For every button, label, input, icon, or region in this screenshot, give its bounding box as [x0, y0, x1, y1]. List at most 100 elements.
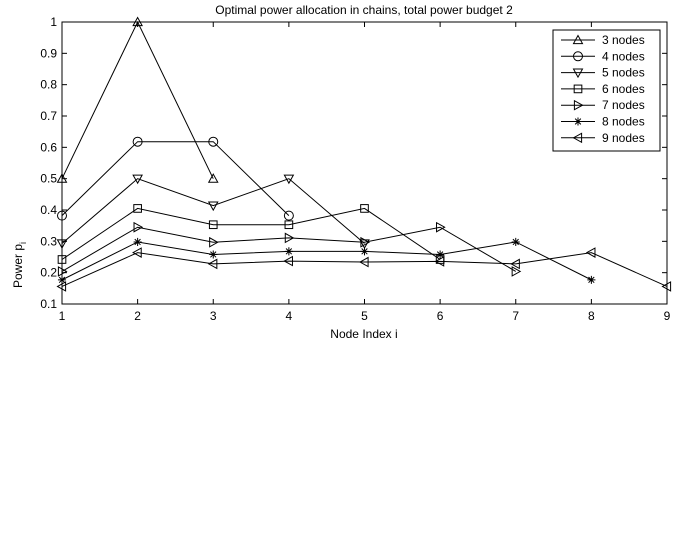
- data-point-triangle-left: [510, 258, 520, 270]
- legend-entry: 6 nodes: [561, 82, 645, 96]
- data-point-triangle-left: [358, 256, 369, 268]
- data-point-triangle-up: [132, 16, 143, 27]
- data-point-triangle-right: [573, 99, 584, 111]
- series-line: [61, 252, 668, 287]
- data-point-circle: [573, 51, 583, 62]
- data-point-triangle-right: [284, 232, 295, 244]
- series-line: [61, 178, 365, 244]
- data-point-triangle-left: [661, 281, 672, 292]
- series-4-nodes: [57, 136, 294, 221]
- data-point-triangle-left: [56, 281, 67, 292]
- data-point-triangle-left: [132, 247, 142, 258]
- y-axis: 0.1 0.2 0.3 0.4 0.5 0.6 0.7 0.8 0.9 1: [40, 15, 667, 311]
- series-line: [61, 226, 517, 272]
- y-axis-title-subscript: i: [18, 242, 28, 244]
- x-tick-label: 9: [664, 309, 671, 323]
- x-tick-label: 6: [437, 309, 444, 323]
- x-axis: 1 2 3 4 5 6 7 8 9: [59, 22, 671, 323]
- x-tick-label: 4: [286, 309, 293, 323]
- data-point-triangle-left: [572, 132, 583, 144]
- legend: 3 nodes 4 nodes 5 nodes 6 nodes 7 nodes 8 nod…: [552, 29, 661, 152]
- data-point-circle: [57, 210, 67, 221]
- data-point-asterisk: [587, 275, 596, 284]
- data-point-asterisk: [57, 275, 67, 284]
- legend-entry: 4 nodes: [561, 49, 645, 63]
- data-point-asterisk: [511, 237, 520, 247]
- data-point-triangle-up: [572, 34, 584, 45]
- data-point-triangle-down: [56, 239, 68, 250]
- data-point-triangle-up: [207, 173, 219, 183]
- y-tick-label: 0.3: [40, 234, 57, 248]
- y-tick-label: 0.2: [40, 266, 57, 280]
- x-tick-label: 1: [59, 309, 66, 323]
- legend-box: [552, 29, 661, 152]
- series-line: [61, 141, 290, 216]
- data-point-triangle-left: [585, 247, 596, 258]
- data-point-square: [284, 220, 294, 230]
- data-point-triangle-down: [283, 174, 295, 185]
- data-point-asterisk: [133, 237, 142, 247]
- legend-label: 5 nodes: [602, 66, 645, 80]
- legend-label: 6 nodes: [602, 82, 645, 96]
- data-point-asterisk: [209, 250, 218, 259]
- x-tick-label: 7: [512, 309, 519, 323]
- data-point-triangle-left: [207, 258, 218, 270]
- y-tick-label: 0.1: [40, 297, 57, 311]
- data-point-circle: [208, 136, 219, 147]
- legend-label: 7 nodes: [602, 98, 645, 112]
- chart-title: Optimal power allocation in chains, tota…: [215, 3, 513, 17]
- data-point-triangle-left: [283, 255, 293, 267]
- data-point-triangle-down: [132, 174, 143, 185]
- y-axis-title: Power pi: [11, 242, 28, 288]
- y-tick-label: 0.7: [40, 109, 57, 123]
- data-point-square: [360, 204, 369, 213]
- series-7-nodes: [57, 221, 522, 277]
- data-point-triangle-right: [133, 221, 144, 233]
- legend-entry: 7 nodes: [561, 98, 645, 112]
- x-tick-label: 2: [134, 309, 141, 323]
- data-point-square: [573, 84, 583, 94]
- legend-entry: 9 nodes: [561, 131, 645, 145]
- data-point-asterisk: [436, 250, 445, 259]
- series-9-nodes: [56, 247, 672, 292]
- legend-entry: 8 nodes: [561, 115, 645, 129]
- data-point-triangle-right: [57, 266, 68, 277]
- data-point-asterisk: [360, 247, 369, 256]
- y-tick-label: 0.8: [40, 78, 57, 92]
- series-line: [61, 20, 214, 179]
- y-tick-label: 1: [50, 15, 57, 29]
- data-point-circle: [283, 210, 294, 221]
- series-8-nodes: [57, 237, 596, 284]
- x-tick-label: 3: [210, 309, 217, 323]
- data-point-asterisk: [284, 247, 293, 256]
- series-line: [61, 207, 441, 260]
- data-point-square: [208, 220, 218, 230]
- legend-entry: 5 nodes: [561, 66, 645, 80]
- x-axis-title: Node Index i: [330, 327, 397, 341]
- data-point-triangle-up: [56, 173, 68, 183]
- y-tick-label: 0.9: [40, 46, 57, 60]
- y-tick-label: 0.6: [40, 140, 57, 154]
- data-point-triangle-down: [572, 68, 584, 79]
- series-layer: [56, 16, 672, 292]
- legend-label: 3 nodes: [602, 33, 645, 47]
- x-tick-label: 8: [588, 309, 595, 323]
- y-axis-title-main: Power p: [11, 244, 25, 288]
- legend-label: 8 nodes: [602, 115, 645, 129]
- series-6-nodes: [57, 204, 445, 264]
- data-point-triangle-right: [511, 266, 522, 277]
- series-3-nodes: [56, 16, 219, 183]
- y-tick-label: 0.4: [40, 203, 57, 217]
- legend-label: 4 nodes: [602, 49, 645, 63]
- data-point-square: [133, 204, 142, 213]
- data-point-asterisk: [573, 117, 583, 126]
- y-tick-label: 0.5: [40, 172, 57, 186]
- data-point-triangle-right: [209, 236, 219, 248]
- data-point-triangle-left: [434, 256, 445, 267]
- data-point-circle: [132, 136, 143, 147]
- data-point-triangle-right: [360, 236, 371, 248]
- legend-label: 9 nodes: [602, 131, 645, 145]
- legend-entry: 3 nodes: [561, 33, 645, 47]
- data-point-square: [57, 255, 67, 264]
